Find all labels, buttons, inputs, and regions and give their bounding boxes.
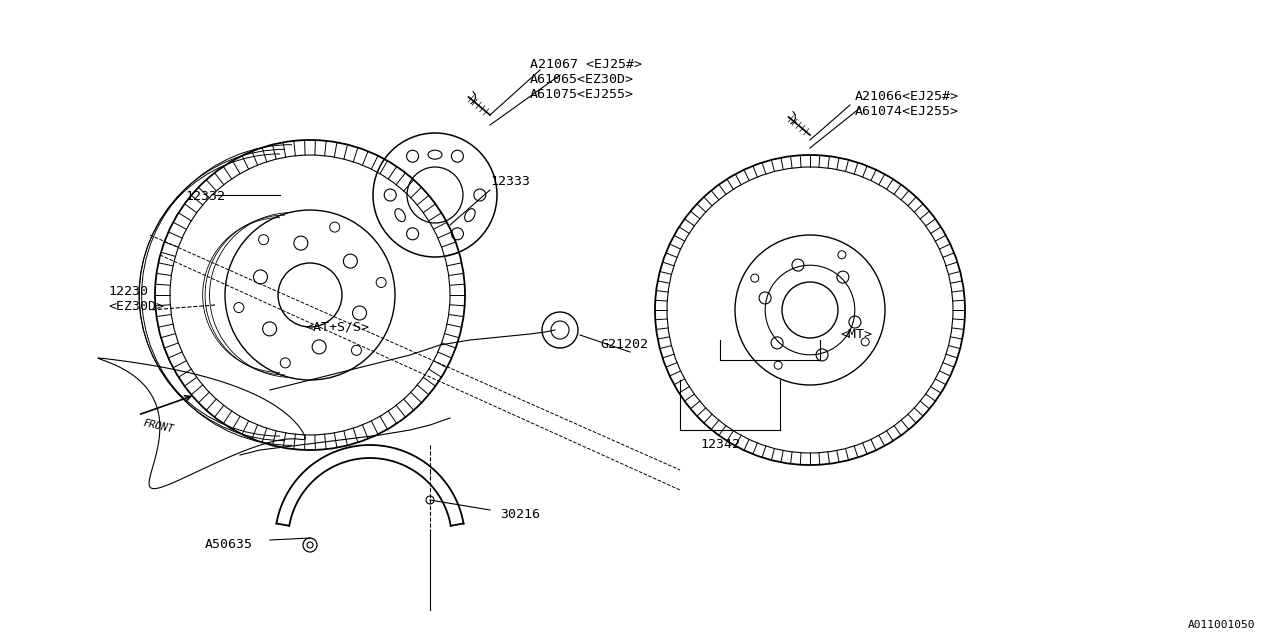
Text: A21067 <EJ25#>: A21067 <EJ25#> bbox=[530, 58, 643, 71]
Text: 12230: 12230 bbox=[108, 285, 148, 298]
Text: A61074<EJ255>: A61074<EJ255> bbox=[855, 105, 959, 118]
Text: <MT>: <MT> bbox=[840, 328, 872, 341]
Text: A50635: A50635 bbox=[205, 538, 253, 551]
Text: 30216: 30216 bbox=[500, 508, 540, 521]
Text: A011001050: A011001050 bbox=[1188, 620, 1254, 630]
Text: A61075<EJ255>: A61075<EJ255> bbox=[530, 88, 634, 101]
Text: FRONT: FRONT bbox=[142, 418, 174, 434]
Text: A61065<EZ30D>: A61065<EZ30D> bbox=[530, 73, 634, 86]
Text: G21202: G21202 bbox=[600, 338, 648, 351]
Text: 12333: 12333 bbox=[490, 175, 530, 188]
Text: 12342: 12342 bbox=[700, 438, 740, 451]
Text: <AT+S/S>: <AT+S/S> bbox=[305, 320, 369, 333]
Text: 12332: 12332 bbox=[186, 190, 225, 203]
Text: A21066<EJ25#>: A21066<EJ25#> bbox=[855, 90, 959, 103]
Text: <EZ30D>: <EZ30D> bbox=[108, 300, 164, 313]
